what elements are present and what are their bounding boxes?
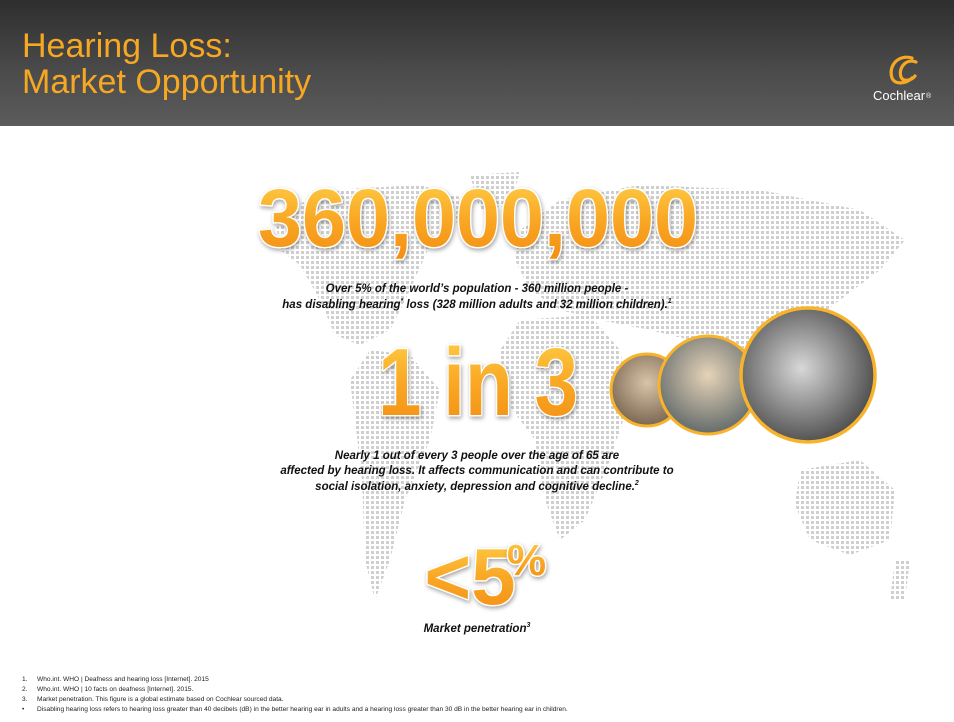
stat-figure: 360,000,000 <box>258 173 698 264</box>
caption: Over 5% of the world’s population - 360 … <box>0 283 954 295</box>
footnote-marker: 1. <box>22 676 37 683</box>
footnote: 3.Market penetration. This figure is a g… <box>22 696 284 703</box>
stat-figure: <5 <box>424 532 515 621</box>
footnote: 2.Who.int. WHO | 10 facts on deafness [I… <box>22 686 193 693</box>
caption-text: Over 5% of the world’s population - 360 … <box>326 283 629 295</box>
caption: has disabling hearing* loss (328 million… <box>0 298 954 311</box>
footnote: •Disabling hearing loss refers to hearin… <box>22 706 568 713</box>
caption: affected by hearing loss. It affects com… <box>0 465 954 477</box>
photo <box>741 308 875 442</box>
caption-text: loss (328 million adults and 32 million … <box>403 299 668 311</box>
stat-figure: 1 in 3 <box>378 329 578 436</box>
caption-text: Nearly 1 out of every 3 people over the … <box>335 450 619 462</box>
footnote-text: Who.int. WHO | 10 facts on deafness [Int… <box>37 686 193 693</box>
footnote-marker: 3. <box>22 696 37 703</box>
caption: social isolation, anxiety, depression an… <box>0 480 954 493</box>
caption-text: affected by hearing loss. It affects com… <box>280 465 673 477</box>
footnote-marker: 2. <box>22 686 37 693</box>
caption-sup: 1 <box>668 298 672 305</box>
caption-sup: 2 <box>635 480 639 487</box>
artwork: 360,000,000 1 in 3 <5 % <box>0 0 954 722</box>
caption-sup: 3 <box>526 622 530 629</box>
slide: Hearing Loss: Market Opportunity Cochlea… <box>0 0 954 722</box>
footnote: 1.Who.int. WHO | Deafness and hearing lo… <box>22 676 209 683</box>
caption: Market penetration3 <box>0 622 954 635</box>
footnote-text: Disabling hearing loss refers to hearing… <box>37 706 568 713</box>
caption-text: Market penetration <box>424 623 527 635</box>
footnote-marker: • <box>22 706 37 713</box>
footnote-text: Market penetration. This figure is a glo… <box>37 696 284 703</box>
caption-text: has disabling hearing <box>282 299 400 311</box>
caption-text: social isolation, anxiety, depression an… <box>315 481 635 493</box>
caption: Nearly 1 out of every 3 people over the … <box>0 450 954 462</box>
stat-figure-sup: % <box>507 536 546 585</box>
footnote-text: Who.int. WHO | Deafness and hearing loss… <box>37 676 209 683</box>
